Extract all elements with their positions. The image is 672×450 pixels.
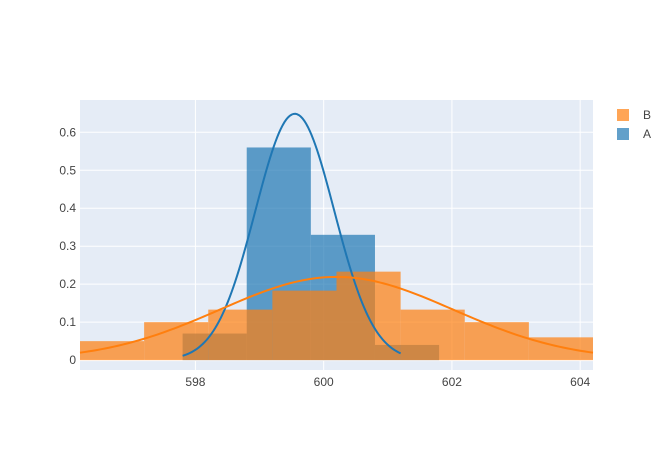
- y-tick-label: 0.2: [59, 277, 76, 291]
- y-axis-ticks: 0 0.1 0.2 0.3 0.4 0.5 0.6: [59, 125, 76, 367]
- x-tick-label: 602: [442, 375, 462, 389]
- legend[interactable]: BA: [617, 108, 651, 141]
- x-tick-label: 598: [185, 375, 205, 389]
- legend-label: B: [643, 108, 651, 122]
- x-tick-label: 604: [570, 375, 590, 389]
- density-curve-a: [182, 112, 402, 357]
- x-axis-ticks: 598 600 602 604: [185, 375, 590, 389]
- x-tick-label: 600: [314, 375, 334, 389]
- density-curve-b: [79, 275, 594, 354]
- y-tick-label: 0.1: [59, 315, 76, 329]
- y-tick-label: 0: [69, 353, 76, 367]
- histogram-bar-b: [400, 309, 465, 361]
- y-tick-label: 0.6: [59, 125, 76, 139]
- density-curves: [79, 112, 594, 357]
- y-tick-label: 0.3: [59, 239, 76, 253]
- legend-item-b[interactable]: B: [617, 108, 651, 122]
- histogram-bar-b: [208, 309, 273, 361]
- legend-item-a[interactable]: A: [617, 127, 651, 141]
- histogram-bar-b: [80, 341, 145, 361]
- legend-swatch: [617, 109, 629, 121]
- y-tick-label: 0.4: [59, 201, 76, 215]
- y-tick-label: 0.5: [59, 163, 76, 177]
- legend-label: A: [643, 127, 651, 141]
- histogram-bar-b: [272, 290, 337, 361]
- legend-swatch: [617, 128, 629, 140]
